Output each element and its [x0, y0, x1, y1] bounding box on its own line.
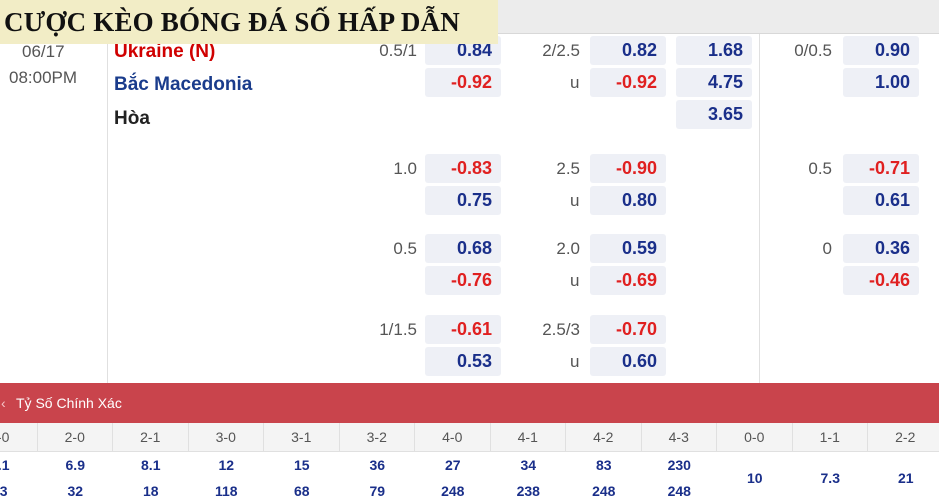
score-odds-reverse[interactable]: 18: [142, 483, 159, 499]
score-odds-reverse[interactable]: 238: [516, 483, 540, 499]
euro-home-odds[interactable]: 1.68: [676, 36, 752, 65]
score-odds-reverse[interactable]: 118: [214, 483, 238, 499]
score-header-cell: 4-3: [642, 423, 717, 452]
section-title: Tỷ Số Chính Xác: [16, 395, 122, 411]
under-odds[interactable]: -0.69: [590, 266, 666, 295]
score-odds-reverse[interactable]: 248: [592, 483, 616, 499]
match-time: 08:00PM: [9, 68, 78, 87]
score-odds[interactable]: 15: [293, 457, 310, 473]
score-odds-reverse[interactable]: 13: [0, 483, 8, 499]
under-label: u: [570, 73, 580, 92]
score-odds[interactable]: 12: [218, 457, 235, 473]
away-team[interactable]: Bắc Macedonia: [114, 74, 253, 95]
handicap-line: 1.0: [393, 159, 417, 178]
euro-draw-odds[interactable]: 3.65: [676, 100, 752, 129]
score-odds[interactable]: 6.9: [65, 457, 85, 473]
score-header-cell: 1-0: [0, 423, 38, 452]
score-header-cell: 3-2: [340, 423, 415, 452]
score-odds[interactable]: 83: [595, 457, 612, 473]
firsthalf-line: 0/0.5: [794, 41, 832, 60]
score-header-cell: 2-1: [113, 423, 189, 452]
firsthalf-away-odds[interactable]: 0.61: [843, 186, 919, 215]
score-odds[interactable]: 6.1: [0, 457, 10, 473]
score-odds[interactable]: 36: [369, 457, 386, 473]
under-label: u: [570, 352, 580, 371]
score-header-cell: 1-1: [793, 423, 868, 452]
handicap-away-odds[interactable]: 0.75: [425, 186, 501, 215]
score-odds[interactable]: 8.1: [141, 457, 161, 473]
handicap-home-odds[interactable]: 0.68: [425, 234, 501, 263]
score-odds[interactable]: 27: [444, 457, 461, 473]
handicap-away-odds[interactable]: 0.53: [425, 347, 501, 376]
firsthalf-away-odds[interactable]: 1.00: [843, 68, 919, 97]
handicap-line: 1/1.5: [379, 320, 417, 339]
overunder-line: 2.5/3: [542, 320, 580, 339]
handicap-away-odds[interactable]: -0.76: [425, 266, 501, 295]
under-odds[interactable]: -0.92: [590, 68, 666, 97]
overunder-line: 2.0: [556, 239, 580, 258]
score-header-cell: 2-2: [868, 423, 939, 452]
promo-banner: CƯỢC KÈO BÓNG ĐÁ SỐ HẤP DẪN: [0, 0, 498, 44]
score-odds[interactable]: 21: [897, 470, 914, 486]
score-odds[interactable]: 7.3: [820, 470, 840, 486]
score-odds[interactable]: 34: [520, 457, 537, 473]
firsthalf-line: 0: [822, 239, 832, 258]
under-odds[interactable]: 0.60: [590, 347, 666, 376]
match-time-column: 06/17 08:00PM: [0, 34, 108, 383]
handicap-line: 0.5/1: [379, 41, 417, 60]
score-header-row: 1-02-02-13-03-13-24-04-14-24-30-01-12-2: [0, 423, 939, 452]
score-odds[interactable]: 10: [746, 470, 763, 486]
score-header-cell: 4-2: [566, 423, 642, 452]
over-odds[interactable]: -0.90: [590, 154, 666, 183]
score-odds-reverse[interactable]: 248: [667, 483, 691, 499]
handicap-home-odds[interactable]: -0.61: [425, 315, 501, 344]
overunder-line: 2/2.5: [542, 41, 580, 60]
score-header-cell: 4-0: [415, 423, 491, 452]
firsthalf-home-odds[interactable]: -0.71: [843, 154, 919, 183]
score-odds-reverse[interactable]: 68: [293, 483, 310, 499]
match-date: 06/17: [22, 42, 65, 61]
under-odds[interactable]: 0.80: [590, 186, 666, 215]
handicap-home-odds[interactable]: -0.83: [425, 154, 501, 183]
home-team[interactable]: Ukraine (N): [114, 41, 216, 62]
over-odds[interactable]: -0.70: [590, 315, 666, 344]
overunder-line: 2.5: [556, 159, 580, 178]
score-header-cell: 2-0: [38, 423, 113, 452]
score-odds-reverse[interactable]: 32: [67, 483, 84, 499]
euro-away-odds[interactable]: 4.75: [676, 68, 752, 97]
score-odds-reverse[interactable]: 79: [369, 483, 386, 499]
score-header-cell: 3-1: [264, 423, 340, 452]
score-odds-reverse[interactable]: 248: [441, 483, 465, 499]
score-header-cell: 0-0: [717, 423, 793, 452]
score-odds[interactable]: 230: [667, 457, 691, 473]
column-divider: [759, 34, 760, 383]
under-label: u: [570, 271, 580, 290]
collapse-icon[interactable]: ‹: [1, 395, 6, 411]
firsthalf-home-odds[interactable]: 0.90: [843, 36, 919, 65]
score-header-cell: 4-1: [491, 423, 566, 452]
over-odds[interactable]: 0.82: [590, 36, 666, 65]
handicap-away-odds[interactable]: -0.92: [425, 68, 501, 97]
handicap-line: 0.5: [393, 239, 417, 258]
firsthalf-line: 0.5: [808, 159, 832, 178]
firsthalf-away-odds[interactable]: -0.46: [843, 266, 919, 295]
draw-label: Hòa: [114, 108, 150, 129]
under-label: u: [570, 191, 580, 210]
correct-score-header[interactable]: ‹ Tỷ Số Chính Xác: [0, 383, 939, 423]
firsthalf-home-odds[interactable]: 0.36: [843, 234, 919, 263]
score-header-cell: 3-0: [189, 423, 264, 452]
over-odds[interactable]: 0.59: [590, 234, 666, 263]
